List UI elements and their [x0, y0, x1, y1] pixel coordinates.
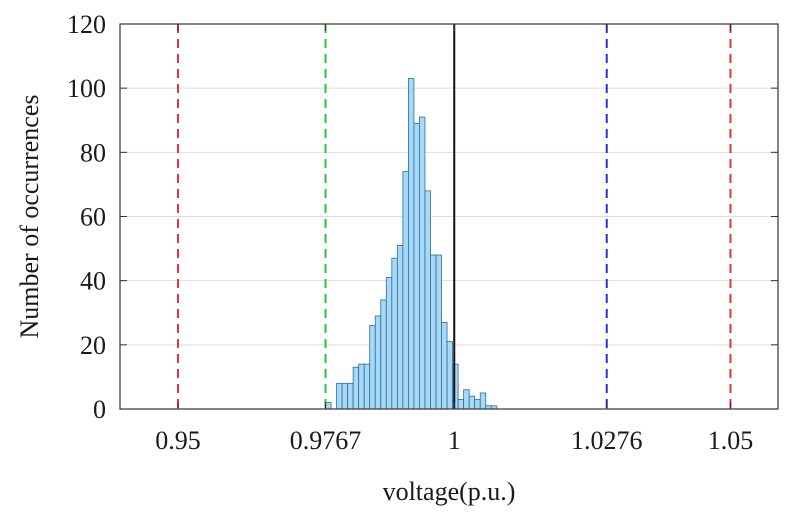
histogram-bar	[407, 78, 415, 410]
histogram-bar	[413, 123, 420, 410]
y-tick-label: 0	[93, 395, 106, 424]
histogram-bar	[336, 382, 343, 410]
histogram-bar	[468, 395, 476, 410]
histogram-bar	[457, 398, 465, 410]
x-tick-label: 0.9767	[290, 426, 362, 455]
histogram-bar	[402, 171, 409, 410]
histogram-bar	[435, 254, 442, 410]
y-axis-label: Number of occurrences	[15, 95, 44, 339]
histogram-bar	[479, 392, 487, 410]
y-tick-label: 20	[80, 331, 106, 360]
x-tick-label: 0.95	[155, 426, 201, 455]
histogram-bar	[424, 190, 431, 410]
histogram-bar	[419, 116, 426, 410]
x-tick-label: 1.0276	[571, 426, 643, 455]
histogram-bar	[474, 398, 481, 410]
axis-ticks: 0.95 0.9767 1 1.0276 1.05 0 20 40 60 80 100 120	[67, 10, 778, 455]
reference-lines	[177, 24, 732, 409]
histogram-bar	[341, 382, 349, 410]
histogram-bar	[430, 254, 437, 410]
histogram-bar	[363, 363, 371, 410]
histogram-bar	[380, 299, 387, 410]
histogram-bar	[347, 382, 354, 410]
histogram-bar	[358, 363, 365, 410]
histogram-bar	[385, 277, 393, 410]
histogram-bar	[391, 257, 398, 410]
y-tick-label: 40	[80, 267, 106, 296]
histogram-bar	[396, 244, 404, 410]
y-tick-label: 100	[67, 74, 106, 103]
histogram-bar	[352, 366, 360, 410]
histogram-bar	[374, 315, 382, 410]
x-tick-label: 1	[448, 426, 461, 455]
x-axis-label: voltage(p.u.)	[383, 477, 516, 506]
histogram-bar	[369, 325, 376, 410]
histogram-bar	[463, 389, 470, 410]
y-tick-label: 80	[80, 138, 106, 167]
histogram-bars	[325, 78, 498, 410]
grid-lines	[120, 87, 778, 346]
y-tick-label: 60	[80, 203, 106, 232]
x-tick-label: 1.05	[708, 426, 754, 455]
y-tick-label: 120	[67, 10, 106, 39]
histogram-bar	[441, 321, 448, 410]
histogram-bar	[446, 341, 453, 410]
